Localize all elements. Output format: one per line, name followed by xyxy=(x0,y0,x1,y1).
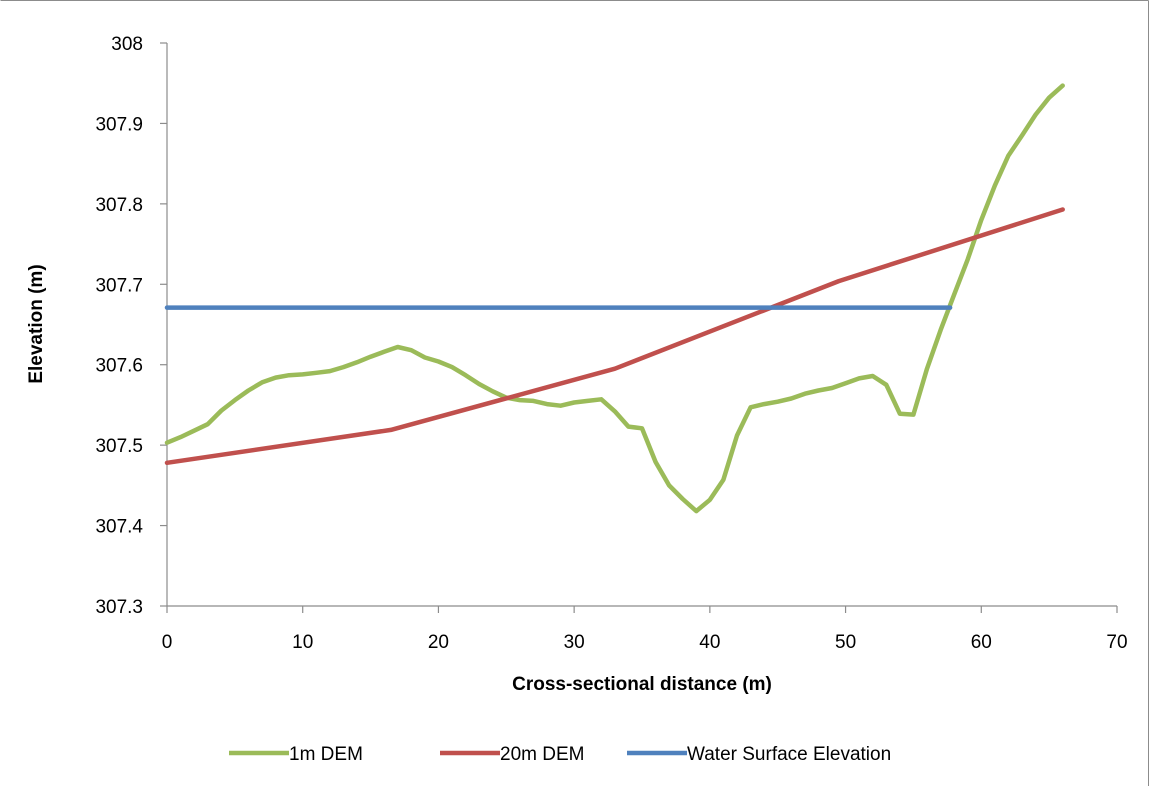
y-tick-label: 307.7 xyxy=(95,275,143,296)
legend-label-water-surface-elevation: Water Surface Elevation xyxy=(687,744,891,765)
y-tick-label: 307.6 xyxy=(95,356,143,377)
y-tick-label: 307.5 xyxy=(95,436,143,457)
labels-layer: Cross-sectional distance (m) Elevation (… xyxy=(26,264,772,695)
legend-label-20m-dem: 20m DEM xyxy=(500,744,584,765)
x-tick-label: 50 xyxy=(835,632,856,653)
y-tick-label: 307.9 xyxy=(95,114,143,135)
series-line-1m-dem xyxy=(164,83,1065,514)
series-layer xyxy=(164,83,1065,514)
x-tick-label: 20 xyxy=(428,632,449,653)
x-tick-label: 30 xyxy=(564,632,585,653)
y-tick-label: 307.3 xyxy=(95,597,143,618)
x-tick-label: 40 xyxy=(699,632,720,653)
x-tick-label: 10 xyxy=(292,632,313,653)
y-tick-label: 307.8 xyxy=(95,195,143,216)
x-axis-title: Cross-sectional distance (m) xyxy=(512,674,772,695)
legend-label-1m-dem: 1m DEM xyxy=(289,744,363,765)
axes: 307.3 307.4 307.5 307.6 307.7 307.8 307.9 308 0 1… xyxy=(95,34,1127,653)
y-tick-label: 307.4 xyxy=(95,517,143,538)
x-tick-label: 0 xyxy=(162,632,173,653)
series-line-20m-dem xyxy=(164,207,1065,466)
legend: 1m DEM 20m DEM Water Surface Elevation xyxy=(229,744,891,765)
x-tick-label: 70 xyxy=(1106,632,1127,653)
y-axis-title: Elevation (m) xyxy=(26,264,47,383)
x-tick-label: 60 xyxy=(971,632,992,653)
y-tick-label: 308 xyxy=(111,34,143,55)
